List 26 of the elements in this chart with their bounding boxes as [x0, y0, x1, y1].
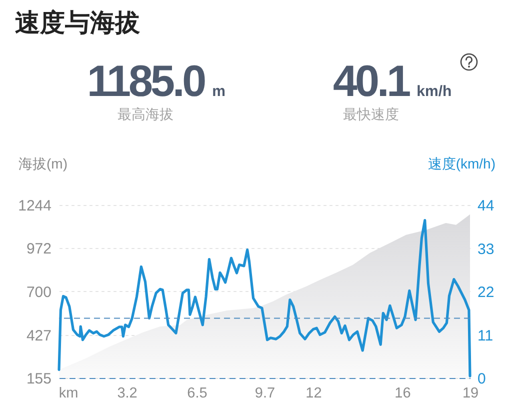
- x-axis-title: km: [58, 386, 78, 402]
- y2-tick-label: 33: [478, 240, 494, 258]
- text: km/h: [416, 83, 452, 100]
- x-tick-label: 16: [394, 386, 411, 402]
- y-tick-label: 972: [26, 240, 52, 258]
- y2-tick-label: 0: [478, 370, 486, 388]
- text: 40.1: [333, 57, 409, 106]
- x-tick-label: 9.7: [254, 386, 276, 402]
- y-tick-label: 155: [26, 370, 52, 388]
- y2-tick-label: 44: [478, 198, 494, 214]
- text: m: [212, 83, 226, 100]
- text: 最快速度: [342, 106, 399, 122]
- x-tick-label: 3.2: [117, 386, 138, 402]
- text: 1185.0: [87, 57, 204, 106]
- text: 最高海拔: [118, 106, 174, 122]
- x-tick-label: 6.5: [187, 386, 208, 402]
- y2-axis-title: 速度(km/h): [428, 156, 496, 172]
- chart-title: 速度与海拔: [15, 8, 140, 38]
- y-tick-label: 700: [26, 284, 52, 301]
- y2-tick-label: 22: [478, 284, 494, 301]
- y2-tick-label: 11: [478, 327, 494, 344]
- x-tick-label: 19: [462, 386, 479, 402]
- x-tick-label: 12: [306, 386, 322, 402]
- y-tick-label: 427: [26, 327, 52, 344]
- y-tick-label: 1244: [18, 198, 52, 214]
- y-axis-title: 海拔(m): [18, 156, 68, 172]
